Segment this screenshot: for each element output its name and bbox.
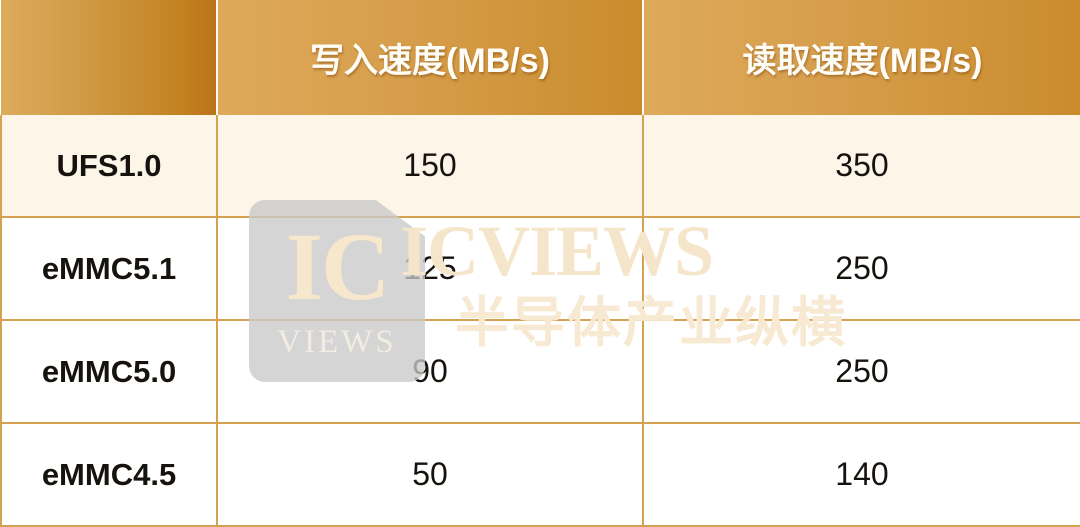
cell-read-speed: 350 [643, 115, 1080, 218]
table-row: eMMC5.1 125 250 [0, 217, 1080, 321]
table-body: UFS1.0 150 350 eMMC5.1 125 250 eMMC5.0 9… [0, 115, 1080, 527]
column-header-spec-name [1, 0, 217, 115]
cell-spec-name: eMMC4.5 [0, 423, 218, 527]
cell-write-speed: 90 [217, 320, 644, 424]
cell-spec-name: eMMC5.1 [0, 217, 218, 321]
table-row: eMMC5.0 90 250 [0, 320, 1080, 424]
cell-read-speed: 140 [643, 423, 1080, 527]
cell-read-speed: 250 [643, 320, 1080, 424]
table-row: UFS1.0 150 350 [0, 115, 1080, 218]
cell-spec-name: eMMC5.0 [0, 320, 218, 424]
column-header-read-speed: 读取速度(MB/s) [642, 0, 1080, 115]
cell-write-speed: 125 [217, 217, 644, 321]
table-header-row: 写入速度(MB/s) 读取速度(MB/s) [1, 0, 1080, 115]
column-header-write-speed: 写入速度(MB/s) [216, 0, 643, 115]
table-row: eMMC4.5 50 140 [0, 423, 1080, 527]
cell-write-speed: 150 [217, 115, 644, 218]
cell-spec-name: UFS1.0 [0, 115, 218, 218]
cell-read-speed: 250 [643, 217, 1080, 321]
table-header: 写入速度(MB/s) 读取速度(MB/s) [1, 0, 1080, 115]
cell-write-speed: 50 [217, 423, 644, 527]
